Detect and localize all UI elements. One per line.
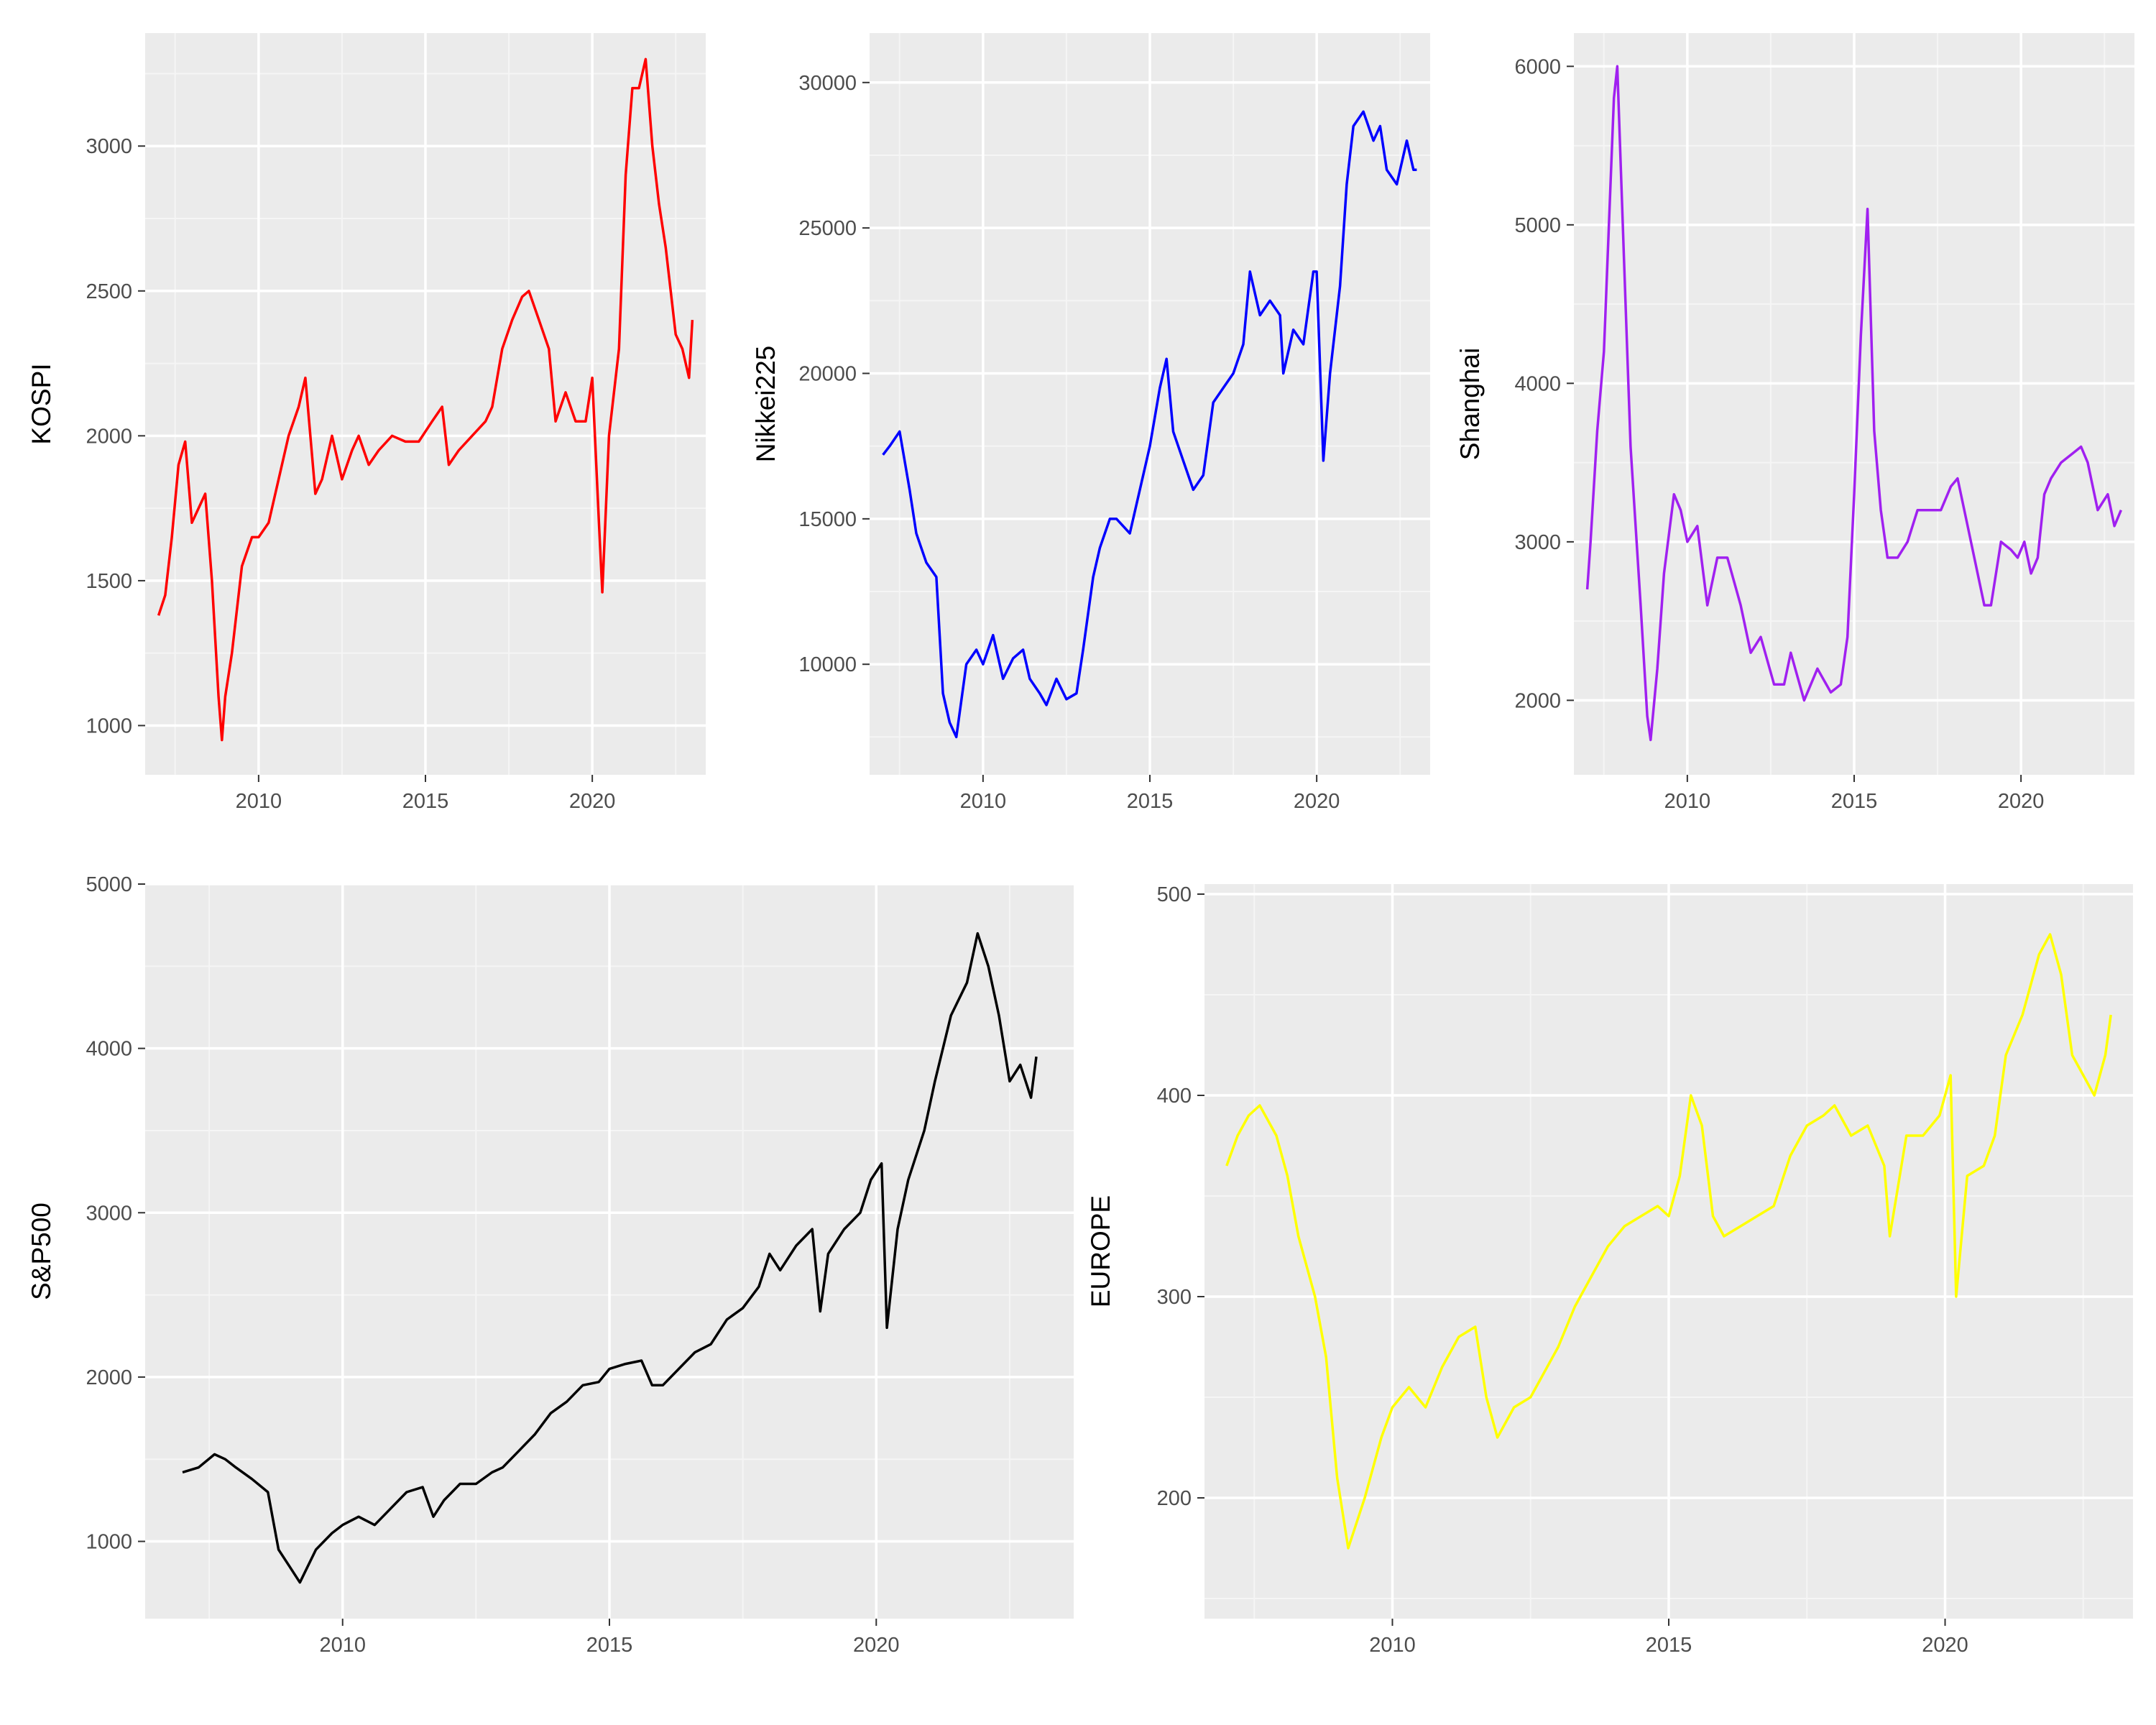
series-line-s-p500 bbox=[182, 932, 1038, 1584]
y-tick-label: 1000 bbox=[86, 714, 132, 737]
y-tick-label: 1000 bbox=[86, 1531, 132, 1554]
x-tick-label: 2010 bbox=[236, 790, 282, 813]
y-axis-title: S&P500 bbox=[27, 1202, 56, 1300]
y-tick-label: 25000 bbox=[798, 217, 857, 240]
y-tick-label: 1500 bbox=[86, 570, 132, 593]
y-axis-title: KOSPI bbox=[27, 363, 56, 444]
x-tick-label: 2015 bbox=[402, 790, 449, 813]
y-tick-label: 30000 bbox=[798, 72, 857, 95]
x-tick-label: 2010 bbox=[1369, 1634, 1416, 1657]
panel-shanghai: 2010 2015 2020 2000 3000 4000 5000 6000 Shanghai bbox=[1455, 33, 2134, 813]
x-tick-label: 2010 bbox=[960, 790, 1007, 813]
x-tick-label: 2015 bbox=[1127, 790, 1174, 813]
x-tick-label: 2020 bbox=[569, 790, 616, 813]
panel-kospi: 2010 2015 2020 1000 1500 2000 2500 3000 KOSPI bbox=[27, 33, 706, 813]
y-axis-title: EUROPE bbox=[1086, 1195, 1115, 1307]
series-line-europe bbox=[1225, 933, 2112, 1550]
y-axis-title: Nikkei225 bbox=[751, 346, 780, 462]
x-tick-label: 2015 bbox=[1646, 1634, 1692, 1657]
y-tick-label: 300 bbox=[1157, 1286, 1192, 1309]
y-tick-label: 6000 bbox=[1514, 55, 1561, 78]
y-tick-label: 2000 bbox=[1514, 689, 1561, 712]
y-tick-label: 2000 bbox=[86, 1366, 132, 1389]
y-tick-label: 3000 bbox=[1514, 531, 1561, 554]
series-line-nikkei225 bbox=[882, 110, 1417, 739]
y-tick-label: 15000 bbox=[798, 508, 857, 531]
series-line-kospi bbox=[157, 58, 694, 742]
panel-nikkei225: 2010 2015 2020 10000 15000 20000 25000 30000 Nik… bbox=[751, 33, 1430, 813]
y-tick-label: 400 bbox=[1157, 1085, 1192, 1108]
y-axis-title: Shanghai bbox=[1455, 348, 1485, 460]
y-tick-label: 20000 bbox=[798, 363, 857, 386]
panel-europe: 2010 2015 2020 200 300 400 500 EUROPE bbox=[1086, 883, 2133, 1657]
x-tick-label: 2010 bbox=[319, 1634, 366, 1657]
y-tick-label: 3000 bbox=[86, 135, 132, 158]
y-tick-label: 10000 bbox=[798, 653, 857, 676]
y-tick-label: 5000 bbox=[1514, 214, 1561, 237]
y-tick-label: 5000 bbox=[86, 873, 132, 896]
x-tick-label: 2020 bbox=[1922, 1634, 1968, 1657]
y-tick-label: 2500 bbox=[86, 280, 132, 303]
y-tick-label: 500 bbox=[1157, 883, 1192, 906]
panel-s-p500: 2010 2015 2020 1000 2000 3000 4000 5000 S&P500 bbox=[27, 873, 1074, 1657]
x-tick-label: 2010 bbox=[1664, 790, 1711, 813]
x-tick-label: 2020 bbox=[853, 1634, 900, 1657]
x-tick-label: 2020 bbox=[1998, 790, 2045, 813]
y-tick-label: 4000 bbox=[86, 1038, 132, 1061]
x-tick-label: 2015 bbox=[586, 1634, 633, 1657]
y-tick-label: 2000 bbox=[86, 425, 132, 448]
y-tick-label: 3000 bbox=[86, 1202, 132, 1225]
x-tick-label: 2020 bbox=[1294, 790, 1340, 813]
y-tick-label: 4000 bbox=[1514, 372, 1561, 395]
series-line-shanghai bbox=[1585, 65, 2123, 742]
y-tick-label: 200 bbox=[1157, 1487, 1192, 1510]
x-tick-label: 2015 bbox=[1831, 790, 1878, 813]
